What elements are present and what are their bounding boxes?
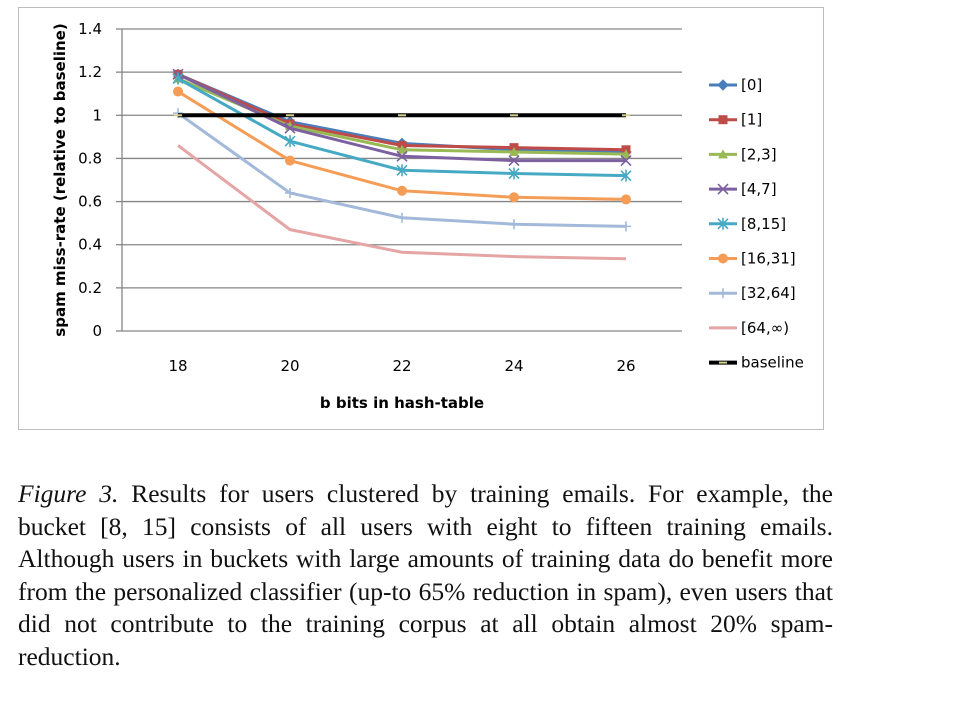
point-marker [284, 135, 296, 148]
legend-entry: [1] [709, 111, 762, 129]
series-[4,7] [172, 68, 632, 167]
point-marker [621, 221, 631, 232]
point-marker [717, 217, 729, 230]
point-marker [397, 144, 407, 154]
y-axis-title: spam miss-rate (relative to baseline) [51, 23, 69, 336]
legend-label: [8,15] [741, 215, 786, 233]
series-line [177, 144, 627, 261]
legend-label: [4,7] [741, 180, 777, 198]
series-layer [172, 68, 632, 261]
series-[32,64] [173, 108, 631, 232]
point-marker [508, 155, 520, 167]
legend-label: [32,64] [741, 284, 796, 302]
line-chart: 0 0.2 0.4 0.6 0.8 1 1.2 1.4 18 20 22 24 26 [0] [1] [2,… [51, 20, 804, 412]
point-marker [397, 185, 407, 196]
point-marker [508, 167, 520, 180]
legend-entry: [16,31] [709, 250, 796, 268]
point-marker [172, 72, 184, 85]
point-marker [717, 183, 729, 195]
axis-layer: 0 0.2 0.4 0.6 0.8 1 1.2 1.4 18 20 22 24 26 [78, 20, 635, 375]
point-marker [509, 192, 519, 203]
x-tick-label: 18 [168, 357, 187, 375]
point-marker [509, 219, 519, 230]
point-marker [718, 149, 728, 159]
legend-entry: [64,∞) [709, 319, 789, 337]
point-marker [285, 155, 295, 166]
x-tick-label: 24 [504, 357, 523, 375]
point-marker [718, 288, 728, 299]
series-[8,15] [172, 72, 632, 182]
caption-paragraph: Figure 3. Results for users clustered by… [18, 478, 833, 673]
x-axis-title: b bits in hash-table [320, 394, 484, 412]
legend-entry: [2,3] [709, 145, 777, 163]
figure-caption: Figure 3. Results for users clustered by… [18, 478, 833, 673]
point-marker [718, 115, 728, 125]
grid-layer [122, 28, 682, 332]
x-tick-label: 22 [392, 357, 411, 375]
legend-label: [2,3] [741, 145, 777, 163]
point-marker [285, 187, 295, 198]
series-[1] [173, 69, 631, 155]
point-marker [718, 253, 728, 264]
point-marker [396, 150, 408, 162]
point-marker [620, 155, 632, 167]
y-tick-label: 1 [92, 106, 102, 124]
point-marker [621, 149, 631, 159]
y-tick-label: 0.4 [78, 236, 102, 254]
legend-label: baseline [741, 354, 804, 372]
x-tick-label: 26 [616, 357, 635, 375]
point-marker [397, 212, 407, 223]
chart-frame: 0 0.2 0.4 0.6 0.8 1 1.2 1.4 18 20 22 24 26 [0] [1] [2,… [18, 7, 824, 430]
legend-entry: [8,15] [709, 215, 786, 233]
legend-entry: [0] [709, 76, 762, 94]
point-marker [396, 164, 408, 177]
legend-label: [1] [741, 111, 762, 129]
y-tick-label: 1.4 [78, 20, 102, 38]
point-marker [173, 86, 183, 97]
legend: [0] [1] [2,3] [4,7] [8,15] [16,31] [32,64] [64,… [709, 76, 804, 372]
y-tick-label: 0 [92, 322, 102, 340]
y-tick-label: 1.2 [78, 63, 102, 81]
legend-label: [16,31] [741, 250, 796, 268]
legend-entry: [32,64] [709, 284, 796, 302]
legend-label: [64,∞) [741, 319, 789, 337]
caption-label: Figure 3. [18, 479, 119, 508]
caption-text: Results for users clustered by training … [18, 479, 833, 671]
series-[16,31] [173, 86, 631, 205]
point-marker [620, 169, 632, 182]
x-tick-label: 20 [280, 357, 299, 375]
point-marker [621, 194, 631, 205]
y-tick-label: 0.8 [78, 149, 102, 167]
y-tick-label: 0.6 [78, 193, 102, 211]
point-marker [509, 146, 519, 156]
legend-entry: [4,7] [709, 180, 777, 198]
y-tick-label: 0.2 [78, 279, 102, 297]
legend-label: [0] [741, 76, 762, 94]
series-[64,∞) [177, 144, 627, 261]
point-marker [284, 122, 296, 134]
point-marker [717, 79, 729, 91]
legend-entry: baseline [709, 354, 804, 372]
